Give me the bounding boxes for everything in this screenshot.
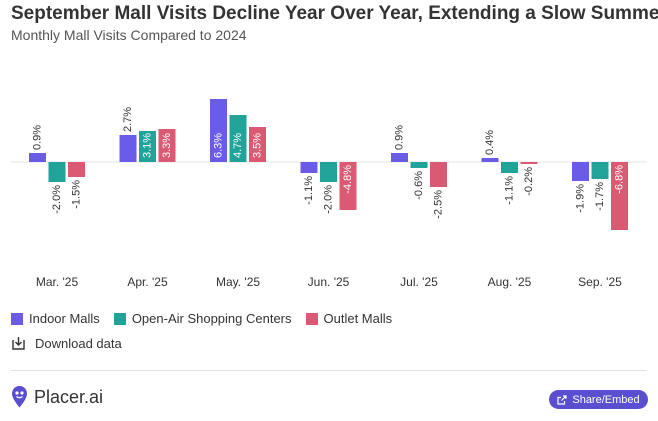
legend-item-outlet[interactable]: Outlet Malls (305, 311, 393, 326)
legend-label-open-air: Open-Air Shopping Centers (131, 311, 292, 326)
chart-title: September Mall Visits Decline Year Over … (11, 3, 658, 24)
brand-logo[interactable]: Placer.ai (11, 385, 103, 409)
data-label-open-air-5: -0.6% (413, 171, 425, 200)
data-label-outlet-7: -6.8% (614, 165, 626, 194)
bar-open-air-5 (410, 162, 428, 168)
bar-open-air-2 (139, 131, 156, 162)
data-label-open-air-1: -2.0% (51, 185, 63, 214)
data-label-indoor-1: 0.9% (32, 125, 44, 150)
data-label-indoor-5: 0.9% (394, 125, 406, 150)
placer-logo-icon (12, 386, 27, 408)
data-label-indoor-4: -1.1% (303, 176, 315, 205)
legend-item-indoor[interactable]: Indoor Malls (11, 311, 100, 326)
share-embed-button[interactable]: Share/Embed (549, 390, 648, 409)
brand-name: Placer.ai (34, 386, 104, 407)
data-label-indoor-7: -1.9% (575, 184, 587, 213)
bar-indoor-1 (29, 153, 46, 162)
bar-indoor-7 (572, 162, 589, 181)
bar-outlet-5 (430, 162, 447, 187)
footer-divider (11, 370, 647, 371)
category-label-4: Jun. '25 (308, 275, 350, 289)
bar-outlet-3 (249, 127, 266, 162)
bar-open-air-7 (591, 162, 609, 179)
share-icon (557, 394, 567, 405)
download-data-button[interactable]: Download data (11, 336, 122, 351)
bar-open-air-1 (48, 162, 66, 182)
data-label-outlet-1: -1.5% (71, 180, 83, 209)
bar-outlet-6 (520, 162, 538, 164)
bar-indoor-2 (119, 135, 137, 162)
category-label-1: Mar. '25 (36, 275, 79, 289)
bar-outlet-7 (611, 162, 628, 230)
data-label-open-air-4: -2.0% (323, 185, 335, 214)
download-data-label: Download data (35, 336, 122, 351)
data-label-open-air-6: -1.1% (504, 176, 516, 205)
data-label-open-air-3: 4.7% (232, 133, 244, 158)
data-label-outlet-2: 3.3% (161, 133, 173, 158)
legend-swatch-indoor (11, 312, 23, 325)
category-label-2: Apr. '25 (127, 275, 168, 289)
data-label-indoor-2: 2.7% (122, 107, 134, 132)
data-label-indoor-3: 6.3% (213, 133, 225, 158)
legend-label-outlet: Outlet Malls (323, 311, 393, 326)
data-label-open-air-2: 3.1% (142, 133, 154, 158)
category-label-7: Sep. '25 (578, 275, 622, 289)
legend-swatch-outlet (305, 312, 318, 325)
legend-label-indoor: Indoor Malls (29, 311, 100, 326)
bar-outlet-4 (339, 162, 357, 210)
share-embed-label: Share/Embed (572, 393, 640, 406)
bar-open-air-6 (501, 162, 518, 173)
data-label-outlet-5: -2.5% (433, 190, 445, 219)
chart-subtitle: Monthly Mall Visits Compared to 2024 (11, 27, 247, 43)
category-label-5: Jul. '25 (400, 275, 438, 289)
data-label-outlet-4: -4.8% (342, 165, 354, 194)
legend-swatch-open-air (113, 312, 126, 325)
bar-outlet-1 (68, 162, 85, 177)
category-label-3: May. '25 (216, 275, 260, 289)
data-label-outlet-3: 3.5% (252, 133, 264, 158)
data-label-outlet-6: -0.2% (523, 167, 535, 196)
bar-indoor-5 (391, 153, 408, 162)
download-icon (12, 337, 25, 350)
bar-open-air-4 (320, 162, 337, 182)
bar-chart: 0.9% -2.0% -1.5% Mar. '25 2.7% 3.1% 3.3% Apr. '… (11, 99, 647, 289)
bar-indoor-3 (210, 99, 227, 162)
bar-outlet-2 (158, 129, 176, 162)
data-label-open-air-7: -1.7% (594, 182, 606, 211)
legend: Indoor Malls Open-Air Shopping Centers O… (11, 311, 406, 326)
category-label-6: Aug. '25 (488, 275, 532, 289)
bar-open-air-3 (229, 115, 247, 162)
legend-item-open-air[interactable]: Open-Air Shopping Centers (113, 311, 292, 326)
bar-indoor-6 (481, 158, 499, 162)
bar-indoor-4 (300, 162, 318, 173)
data-label-indoor-6: 0.4% (484, 130, 496, 155)
